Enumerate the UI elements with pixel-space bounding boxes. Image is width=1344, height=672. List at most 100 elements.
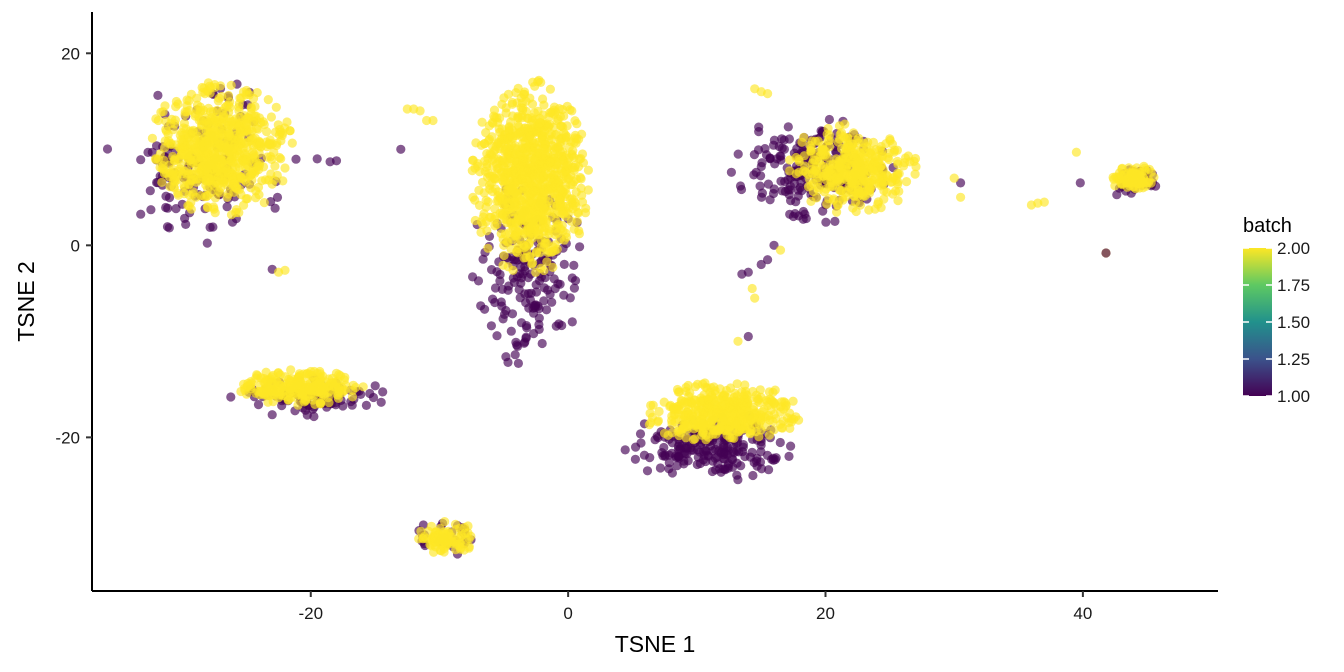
point-batch-2 <box>721 385 732 396</box>
point-batch-2 <box>504 125 514 135</box>
point-batch-2 <box>517 174 527 184</box>
x-axis-ticks: -20 0 20 40 <box>298 591 1092 623</box>
point-batch-2 <box>249 149 259 159</box>
point-batch-2 <box>507 234 518 244</box>
point-batch-1 <box>723 461 734 471</box>
point-batch-2 <box>690 395 700 405</box>
point-batch-2 <box>839 169 849 179</box>
point-batch-2 <box>151 114 161 124</box>
point-batch-2 <box>160 143 170 153</box>
point-batch-2 <box>874 154 884 164</box>
point-batch-1 <box>253 400 264 410</box>
point-batch-2 <box>260 175 271 185</box>
point-batch-1 <box>755 181 765 191</box>
point-batch-2 <box>180 140 190 151</box>
point-batch-2 <box>763 89 773 99</box>
point-batch-2 <box>173 190 183 200</box>
point-batch-2 <box>205 160 215 170</box>
point-batch-1 <box>754 127 764 137</box>
point-batch-2 <box>807 136 817 146</box>
point-batch-2 <box>844 142 855 152</box>
point-batch-1 <box>776 155 786 165</box>
point-batch-2 <box>761 422 771 432</box>
point-batch-2 <box>234 106 244 116</box>
point-batch-1 <box>513 358 524 368</box>
point-batch-2 <box>775 245 786 255</box>
point-batch-2 <box>242 119 252 129</box>
point-batch-1 <box>719 442 729 452</box>
point-batch-2 <box>847 176 858 186</box>
point-batch-1 <box>539 296 549 306</box>
point-batch-1 <box>370 381 380 391</box>
point-batch-1 <box>551 321 561 331</box>
point-batch-1 <box>749 170 759 180</box>
point-batch-2 <box>548 262 558 272</box>
point-batch-1 <box>521 333 531 343</box>
point-batch-2 <box>250 101 260 112</box>
point-batch-2 <box>221 101 232 111</box>
point-batch-2 <box>645 408 655 418</box>
point-batch-2 <box>674 431 684 441</box>
point-batch-2 <box>885 134 895 144</box>
point-batch-2 <box>572 216 582 226</box>
point-batch-2 <box>415 106 425 116</box>
point-batch-2 <box>470 215 480 226</box>
point-batch-2 <box>212 105 222 115</box>
point-batch-2 <box>561 228 571 238</box>
point-batch-1 <box>549 274 559 284</box>
point-batch-2 <box>701 435 711 445</box>
point-batch-1 <box>136 155 146 165</box>
point-batch-2 <box>169 155 179 165</box>
point-batch-2 <box>574 226 584 236</box>
colorbar-ticks: 2.00 1.75 1.50 1.25 1.00 <box>1243 239 1310 406</box>
point-batch-2 <box>528 126 538 136</box>
point-batch-2 <box>553 114 563 124</box>
point-batch-2 <box>542 257 552 267</box>
point-batch-1 <box>771 453 781 463</box>
point-batch-2 <box>522 210 533 220</box>
point-batch-2 <box>876 161 886 171</box>
point-batch-2 <box>503 180 513 191</box>
point-batch-2 <box>493 187 503 197</box>
point-batch-2 <box>490 221 500 231</box>
point-batch-2 <box>511 149 521 159</box>
point-batch-2 <box>234 162 244 172</box>
point-batch-2 <box>223 189 233 199</box>
point-batch-2 <box>509 197 520 207</box>
point-batch-2 <box>156 107 166 117</box>
point-batch-2 <box>820 168 831 179</box>
point-batch-2 <box>570 130 581 140</box>
point-batch-2 <box>227 173 237 183</box>
point-batch-2 <box>455 523 465 533</box>
point-batch-1 <box>164 193 175 203</box>
point-batch-2 <box>553 142 563 152</box>
point-batch-2 <box>482 149 492 159</box>
point-batch-2 <box>654 406 664 417</box>
point-batch-2 <box>513 111 523 121</box>
point-batch-1 <box>956 178 966 188</box>
point-batch-2 <box>209 149 219 159</box>
point-batch-2 <box>197 82 207 93</box>
point-batch-2 <box>538 110 548 120</box>
point-batch-1 <box>567 317 577 327</box>
point-batch-2 <box>799 132 809 142</box>
point-batch-2 <box>580 208 591 218</box>
point-batch-2 <box>159 168 170 179</box>
point-batch-1 <box>639 450 650 460</box>
point-batch-1 <box>507 309 518 319</box>
point-batch-1 <box>745 452 756 462</box>
point-batch-1 <box>693 452 703 462</box>
y-tick-label: -20 <box>55 428 80 447</box>
point-batch-2 <box>268 370 278 380</box>
point-batch-1 <box>272 192 283 202</box>
point-batch-1 <box>145 186 155 196</box>
point-batch-1 <box>143 147 153 157</box>
point-batch-1 <box>569 260 579 270</box>
point-batch-2 <box>495 113 505 123</box>
point-batch-1 <box>1101 248 1111 258</box>
point-batch-2 <box>751 390 762 400</box>
point-batch-2 <box>315 369 325 379</box>
point-batch-2 <box>209 202 219 212</box>
point-batch-2 <box>533 77 543 87</box>
point-batch-2 <box>537 195 547 206</box>
